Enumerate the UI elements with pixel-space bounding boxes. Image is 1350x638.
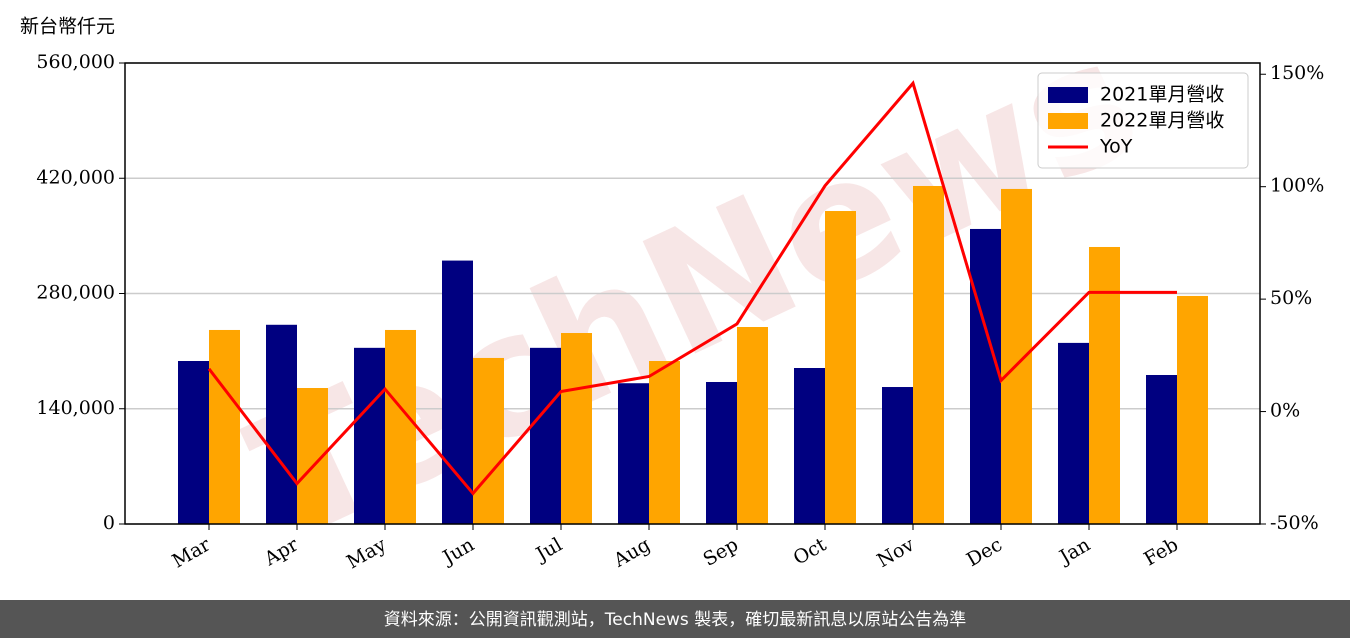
x-tick-label: Nov (873, 533, 918, 572)
bar (385, 329, 416, 524)
x-tick-label: Dec (963, 534, 1006, 572)
x-tick-label: Aug (609, 534, 654, 573)
footer-bar (0, 600, 1350, 638)
bar (649, 361, 680, 524)
x-tick-label: Feb (1140, 534, 1182, 571)
bar (825, 211, 856, 525)
legend-label: 2021單月營收 (1100, 84, 1224, 106)
bar (530, 347, 561, 524)
bar (970, 228, 1001, 524)
x-tick-label: Jun (437, 534, 478, 570)
bar (1001, 188, 1032, 524)
y-tick-label: 0 (103, 512, 115, 534)
y2-tick-label: 150% (1270, 62, 1324, 84)
legend-box (1037, 72, 1249, 169)
bar (1146, 374, 1177, 524)
bar (706, 381, 737, 524)
footer-text: 資料來源：公開資訊觀測站，TechNews 製表，確切最新訊息以原站公告為準 (384, 610, 966, 630)
bar (209, 329, 240, 524)
y2-tick-label: 100% (1270, 175, 1324, 197)
bar (618, 383, 649, 524)
y-tick-label: 420,000 (36, 166, 115, 188)
legend-label: 2022單月營收 (1100, 110, 1224, 132)
bar (1089, 246, 1120, 524)
legend-swatch (1048, 87, 1088, 103)
bar (1058, 342, 1089, 524)
y2-tick-label: 0% (1270, 400, 1300, 422)
bar (442, 260, 473, 524)
bar (737, 327, 768, 524)
y2-tick-label: 50% (1270, 287, 1312, 309)
plot-frame (124, 62, 1261, 525)
bar (882, 387, 913, 524)
bar (794, 368, 825, 524)
bar (266, 324, 297, 524)
bar (1177, 295, 1208, 524)
unit-label: 新台幣仟元 (20, 16, 115, 38)
x-tick-label: Jan (1054, 534, 1094, 570)
line (207, 80, 1177, 496)
x-tick-label: Jul (531, 534, 566, 567)
x-tick-label: Oct (790, 533, 831, 569)
y2-tick-label: -50% (1270, 512, 1319, 534)
y-tick-label: 140,000 (36, 397, 115, 419)
bar (354, 347, 385, 524)
x-tick-label: Mar (168, 533, 214, 572)
bar (178, 361, 209, 524)
y-tick-label: 280,000 (36, 282, 115, 304)
legend-swatch (1048, 113, 1088, 129)
legend-label: YoY (1099, 136, 1133, 158)
y-tick-label: 560,000 (36, 51, 115, 73)
x-tick-label: Sep (699, 534, 742, 571)
bar (913, 185, 944, 524)
bar (473, 357, 504, 524)
bar (561, 333, 592, 524)
